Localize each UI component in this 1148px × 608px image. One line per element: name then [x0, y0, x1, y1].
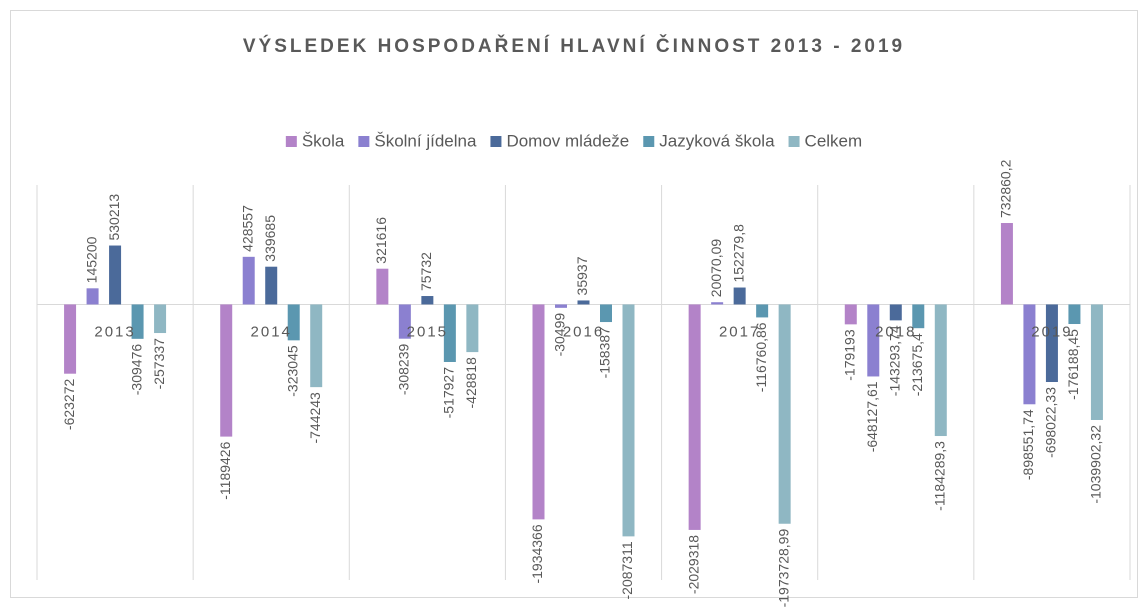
chart-title: VÝSLEDEK HOSPODAŘENÍ HLAVNÍ ČINNOST 2013… — [243, 35, 905, 57]
bar — [867, 304, 880, 377]
legend-swatch — [788, 136, 800, 147]
legend-label: Školní jídelna — [374, 131, 477, 150]
data-label: 145200 — [83, 236, 99, 283]
bar — [889, 304, 902, 321]
bar — [733, 287, 746, 305]
bar — [109, 245, 122, 305]
data-label: 339685 — [262, 215, 278, 262]
bar — [242, 256, 255, 305]
data-label: -143293,74 — [886, 325, 902, 396]
bar — [711, 302, 724, 305]
bar — [287, 304, 300, 341]
bar — [756, 304, 769, 318]
bar — [220, 304, 233, 437]
bar — [1045, 304, 1058, 383]
legend-swatch — [643, 136, 655, 147]
data-label: -158387 — [597, 327, 613, 379]
x-tick-label: 2014 — [251, 323, 292, 340]
data-label: 75732 — [418, 252, 434, 291]
data-label: 732860,2 — [998, 159, 1014, 218]
x-tick-label: 2019 — [1031, 323, 1072, 340]
data-label: -698022,33 — [1043, 387, 1059, 458]
x-tick-label: 2016 — [563, 323, 604, 340]
bar — [466, 304, 479, 353]
x-tick-label: 2018 — [875, 323, 916, 340]
data-label: -308239 — [396, 343, 412, 395]
bar — [778, 304, 791, 524]
bar — [265, 266, 278, 305]
data-label: 20070,09 — [708, 239, 724, 298]
data-label: -213675,4 — [909, 333, 925, 396]
data-label: -179193 — [841, 329, 857, 381]
data-label: -116760,86 — [753, 322, 769, 392]
data-label: -2029318 — [685, 535, 701, 594]
bar — [688, 304, 701, 530]
bar — [376, 268, 389, 305]
data-label: -1973728,99 — [775, 529, 791, 608]
data-label: -2087311 — [619, 541, 635, 599]
data-label: -1184289,3 — [931, 441, 947, 511]
bar — [131, 304, 144, 339]
bar — [934, 304, 947, 437]
data-label: -1039902,32 — [1088, 425, 1104, 504]
data-label: -898551,74 — [1020, 409, 1036, 480]
data-label: -257337 — [151, 338, 167, 390]
bar — [912, 304, 925, 329]
bar — [844, 304, 857, 325]
bar — [310, 304, 323, 388]
data-label: 35937 — [574, 256, 590, 295]
data-label: -517927 — [441, 367, 457, 419]
data-label: -744243 — [307, 392, 323, 444]
data-label: 321616 — [373, 217, 389, 264]
bar — [64, 304, 77, 374]
bar — [532, 304, 545, 520]
data-label: -1934366 — [529, 524, 545, 583]
x-tick-label: 2015 — [407, 323, 448, 340]
bar — [577, 300, 590, 305]
legend-swatch — [285, 136, 297, 147]
x-tick-label: 2013 — [94, 323, 135, 340]
bar — [1023, 304, 1036, 405]
data-label: -176188,45 — [1065, 329, 1081, 400]
data-label: -1189426 — [217, 441, 233, 499]
data-label: 152279,8 — [730, 224, 746, 283]
bar — [622, 304, 635, 537]
legend-swatch — [358, 136, 370, 147]
bar — [600, 304, 612, 323]
data-label: 428557 — [239, 205, 255, 252]
bar — [154, 304, 167, 334]
bar — [1000, 223, 1013, 305]
bar — [398, 304, 411, 339]
data-label: -648127,61 — [864, 381, 880, 452]
data-label: -30499 — [552, 313, 568, 357]
legend: Škola Školní jídelna Domov mládeže Jazyková… — [285, 131, 863, 150]
data-label: -623272 — [61, 378, 77, 430]
bar — [1090, 304, 1103, 420]
legend-label: Domov mládeže — [506, 131, 629, 150]
legend-label: Jazyková škola — [659, 131, 775, 150]
bar — [1068, 304, 1081, 325]
bar — [443, 304, 456, 362]
bar — [421, 296, 434, 305]
data-label: 530213 — [106, 194, 122, 241]
x-tick-label: 2017 — [719, 323, 760, 340]
data-label: -323045 — [284, 345, 300, 397]
legend-label: Škola — [302, 131, 345, 150]
data-label: -309476 — [128, 344, 144, 396]
data-label: -428818 — [463, 357, 479, 409]
legend-swatch — [490, 136, 502, 147]
bar — [86, 288, 99, 305]
bar — [555, 304, 567, 308]
legend-label: Celkem — [805, 131, 863, 150]
